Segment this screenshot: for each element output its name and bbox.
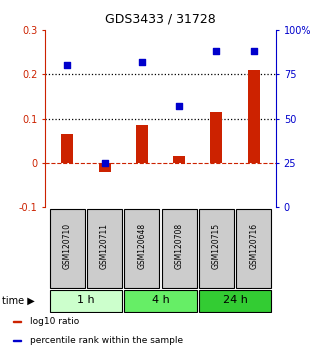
Text: GSM120648: GSM120648 [137,223,146,269]
Point [65,63,70,68]
Bar [236,209,271,288]
Bar [248,70,260,163]
Text: GSM120710: GSM120710 [63,223,72,269]
Bar [61,134,73,163]
Bar [161,209,197,288]
Point [251,48,256,54]
Bar [211,112,222,163]
Text: 4 h: 4 h [152,295,169,306]
Bar [99,163,110,172]
Text: 24 h: 24 h [223,295,247,306]
Bar [199,290,271,312]
Text: percentile rank within the sample: percentile rank within the sample [30,336,183,345]
Bar [50,290,122,312]
Point [214,48,219,54]
Bar [124,290,197,312]
Point [102,160,107,166]
Text: GSM120716: GSM120716 [249,223,258,269]
Bar [136,125,148,163]
Point [139,59,144,65]
Text: GSM120715: GSM120715 [212,223,221,269]
Bar [173,156,185,163]
Text: 1 h: 1 h [77,295,95,306]
Text: GDS3433 / 31728: GDS3433 / 31728 [105,12,216,25]
Bar [50,209,85,288]
Point [177,103,182,109]
Bar [199,209,234,288]
Bar [87,209,122,288]
Bar [13,340,21,342]
Bar [13,321,21,322]
Text: GSM120711: GSM120711 [100,223,109,269]
Text: GSM120708: GSM120708 [175,223,184,269]
Bar [124,209,160,288]
Text: log10 ratio: log10 ratio [30,317,79,326]
Text: time ▶: time ▶ [2,296,34,306]
